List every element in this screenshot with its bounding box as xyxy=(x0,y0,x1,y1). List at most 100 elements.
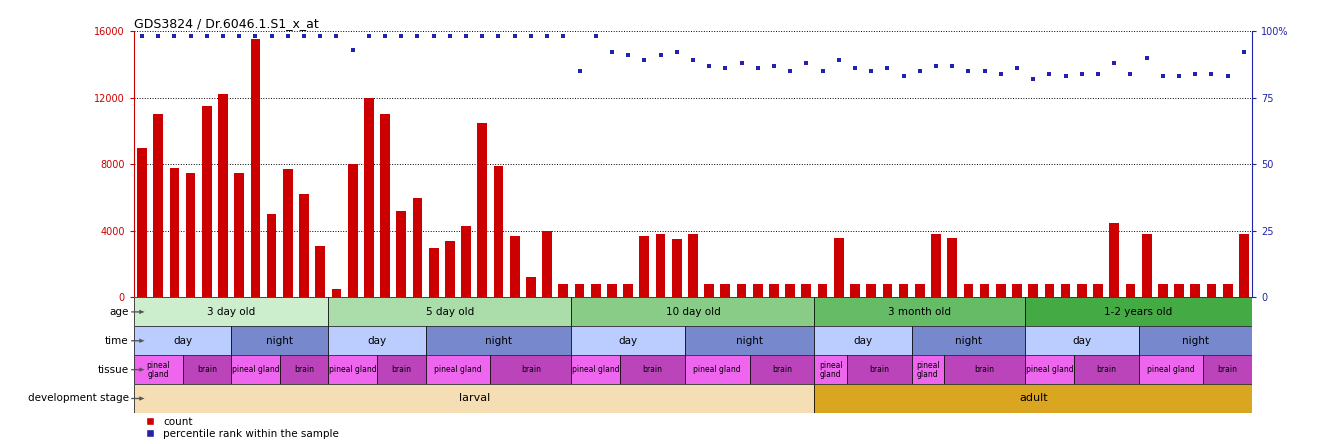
Bar xyxy=(947,238,957,297)
Text: pineal gland: pineal gland xyxy=(694,365,740,374)
Legend: count, percentile rank within the sample: count, percentile rank within the sample xyxy=(139,417,339,439)
Bar xyxy=(640,236,649,297)
Bar xyxy=(915,284,925,297)
Point xyxy=(375,33,396,40)
Bar xyxy=(684,326,814,355)
Point xyxy=(795,59,817,67)
Bar xyxy=(882,284,892,297)
Bar xyxy=(834,238,844,297)
Point xyxy=(569,67,590,75)
Bar xyxy=(785,284,795,297)
Bar xyxy=(445,241,455,297)
Bar xyxy=(426,355,490,384)
Bar xyxy=(964,284,973,297)
Bar xyxy=(510,236,520,297)
Point xyxy=(520,33,541,40)
Text: 3 month old: 3 month old xyxy=(888,307,951,317)
Bar xyxy=(912,355,944,384)
Text: pineal gland: pineal gland xyxy=(329,365,376,374)
Text: development stage: development stage xyxy=(28,393,129,404)
Point xyxy=(1039,70,1060,77)
Bar xyxy=(753,284,763,297)
Bar xyxy=(1093,284,1103,297)
Point xyxy=(909,67,931,75)
Bar xyxy=(1223,284,1232,297)
Bar xyxy=(688,234,698,297)
Point xyxy=(358,33,379,40)
Point xyxy=(163,33,185,40)
Point xyxy=(1201,70,1223,77)
Point xyxy=(957,67,979,75)
Bar xyxy=(1044,284,1054,297)
Text: GDS3824 / Dr.6046.1.S1_x_at: GDS3824 / Dr.6046.1.S1_x_at xyxy=(134,17,319,30)
Bar xyxy=(1026,355,1074,384)
Text: brain: brain xyxy=(521,365,541,374)
Text: pineal gland: pineal gland xyxy=(1148,365,1194,374)
Bar xyxy=(266,214,276,297)
Text: brain: brain xyxy=(643,365,663,374)
Point xyxy=(1169,73,1190,80)
Text: pineal gland: pineal gland xyxy=(232,365,280,374)
Bar xyxy=(250,40,260,297)
Bar xyxy=(850,284,860,297)
Bar xyxy=(202,106,212,297)
Point xyxy=(245,33,266,40)
Point xyxy=(131,33,153,40)
Point xyxy=(503,33,525,40)
Bar xyxy=(607,284,617,297)
Text: brain: brain xyxy=(869,365,889,374)
Text: day: day xyxy=(1073,336,1091,346)
Bar xyxy=(170,167,179,297)
Bar xyxy=(396,211,406,297)
Point xyxy=(213,33,234,40)
Bar xyxy=(846,355,912,384)
Point xyxy=(423,33,445,40)
Bar xyxy=(380,114,390,297)
Point xyxy=(277,33,299,40)
Point xyxy=(407,33,428,40)
Bar xyxy=(526,278,536,297)
Point xyxy=(439,33,461,40)
Bar xyxy=(332,289,341,297)
Point xyxy=(861,67,882,75)
Bar xyxy=(572,326,684,355)
Point xyxy=(633,57,655,64)
Bar xyxy=(866,284,876,297)
Bar xyxy=(704,284,714,297)
Bar xyxy=(134,384,814,413)
Point xyxy=(1119,70,1141,77)
Bar xyxy=(1012,284,1022,297)
Text: night: night xyxy=(1182,336,1209,346)
Bar xyxy=(1026,326,1138,355)
Bar xyxy=(1239,234,1249,297)
Bar xyxy=(814,384,1252,413)
Bar xyxy=(328,297,572,326)
Bar xyxy=(1158,284,1168,297)
Bar xyxy=(814,326,912,355)
Text: pineal
gland: pineal gland xyxy=(146,361,170,379)
Bar xyxy=(280,355,328,384)
Text: day: day xyxy=(367,336,387,346)
Text: day: day xyxy=(173,336,191,346)
Bar xyxy=(232,355,280,384)
Bar xyxy=(1074,355,1138,384)
Bar xyxy=(814,297,1026,326)
Text: pineal gland: pineal gland xyxy=(434,365,482,374)
Text: larval: larval xyxy=(458,393,490,404)
Bar xyxy=(490,355,572,384)
Text: brain: brain xyxy=(391,365,411,374)
Bar xyxy=(218,94,228,297)
Text: pineal gland: pineal gland xyxy=(572,365,620,374)
Point xyxy=(811,67,833,75)
Point xyxy=(1007,65,1028,72)
Bar xyxy=(1026,297,1252,326)
Text: 3 day old: 3 day old xyxy=(208,307,256,317)
Bar xyxy=(412,198,422,297)
Point xyxy=(665,49,687,56)
Bar xyxy=(623,284,633,297)
Point xyxy=(601,49,623,56)
Bar xyxy=(912,326,1026,355)
Text: adult: adult xyxy=(1019,393,1047,404)
Point xyxy=(941,62,963,69)
Point xyxy=(309,33,331,40)
